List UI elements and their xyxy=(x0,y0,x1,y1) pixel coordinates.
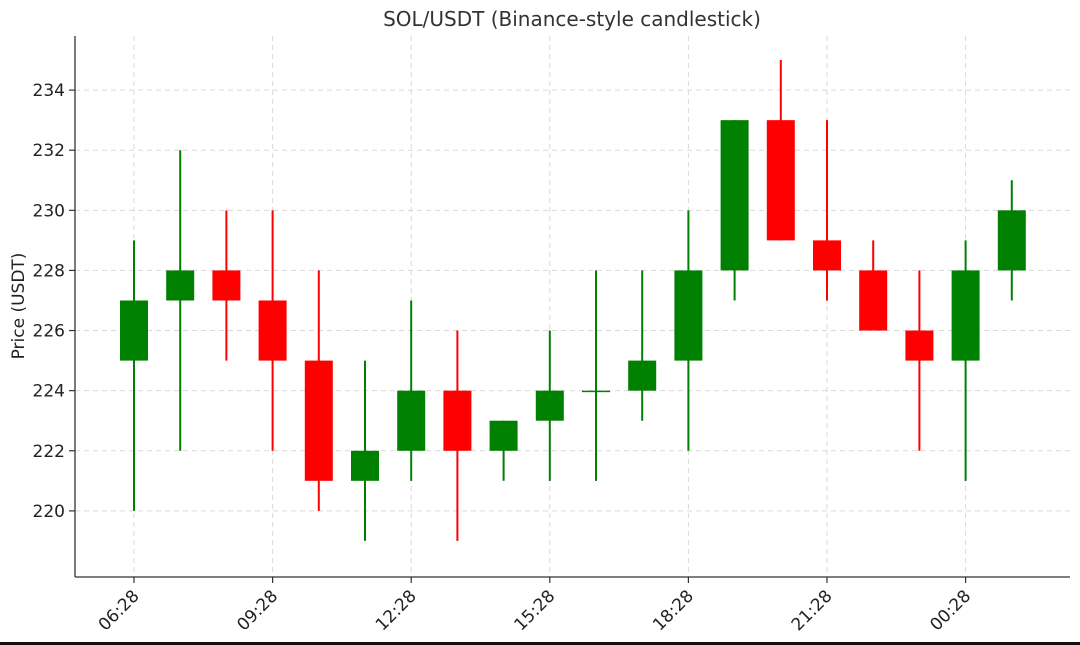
x-ticks: 06:28 09:28 12:28 15:28 18:28 21:28 00:28 xyxy=(95,577,975,635)
y-ticks: 220 222 224 226 228 230 232 234 xyxy=(33,81,75,522)
candle-body xyxy=(212,270,241,301)
x-tick-label: 12:28 xyxy=(372,586,421,635)
candle-body xyxy=(166,270,195,301)
y-tick-label: 220 xyxy=(33,502,65,522)
candle xyxy=(582,270,610,481)
candle xyxy=(720,120,749,301)
candles xyxy=(120,60,1026,541)
candle-body xyxy=(720,120,749,271)
candle-body xyxy=(535,390,564,421)
candle-body xyxy=(304,360,333,481)
y-tick-label: 222 xyxy=(33,442,65,462)
grid xyxy=(75,36,1070,577)
candle-body xyxy=(905,330,934,361)
x-tick-label: 06:28 xyxy=(95,586,144,635)
candle xyxy=(304,270,333,511)
y-tick-label: 228 xyxy=(33,261,65,281)
candle xyxy=(674,210,703,451)
candle xyxy=(813,120,841,301)
candle xyxy=(905,270,934,451)
x-tick-label: 21:28 xyxy=(788,586,837,635)
candle xyxy=(397,300,426,481)
candle-body xyxy=(397,390,426,451)
bottom-divider xyxy=(0,642,1080,645)
y-tick-label: 230 xyxy=(33,201,65,221)
candle-body xyxy=(951,270,980,361)
x-tick-label: 18:28 xyxy=(649,586,698,635)
candle xyxy=(628,270,657,421)
candle-body xyxy=(859,270,888,331)
y-tick-label: 234 xyxy=(33,81,65,101)
candle xyxy=(951,240,980,481)
candle-body xyxy=(997,210,1026,271)
candle xyxy=(766,60,795,241)
candle xyxy=(443,330,472,541)
candle-body xyxy=(443,390,472,451)
candle-body xyxy=(351,450,379,481)
candle xyxy=(120,240,148,511)
x-tick-label: 15:28 xyxy=(511,586,560,635)
candle-body xyxy=(628,360,657,391)
y-axis-label: Price (USDT) xyxy=(9,253,29,360)
candle-body xyxy=(120,300,148,361)
candle-body xyxy=(582,390,610,393)
chart-title: SOL/USDT (Binance-style candlestick) xyxy=(383,7,761,31)
candle xyxy=(351,360,379,541)
candle xyxy=(997,180,1026,301)
candle xyxy=(535,330,564,481)
x-tick-label: 09:28 xyxy=(233,586,282,635)
candle xyxy=(258,210,287,451)
candle-body xyxy=(766,120,795,241)
candle xyxy=(489,420,518,481)
candle xyxy=(166,150,195,451)
y-tick-label: 224 xyxy=(33,382,65,402)
y-tick-label: 226 xyxy=(33,322,65,342)
candle xyxy=(859,240,888,331)
candle xyxy=(212,210,241,361)
x-tick-label: 00:28 xyxy=(926,586,975,635)
y-tick-label: 232 xyxy=(33,141,65,161)
candle-body xyxy=(258,300,287,361)
candle-body xyxy=(813,240,841,271)
candle-body xyxy=(674,270,703,361)
candle-body xyxy=(489,420,518,451)
